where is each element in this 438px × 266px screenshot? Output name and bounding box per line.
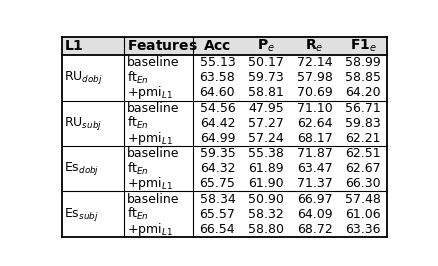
Text: ft$_{En}$: ft$_{En}$ <box>127 70 148 86</box>
Text: RU$_{subj}$: RU$_{subj}$ <box>64 115 102 132</box>
Text: +pmi$_{L1}$: +pmi$_{L1}$ <box>127 175 173 192</box>
Text: ft$_{En}$: ft$_{En}$ <box>127 206 148 222</box>
Text: 63.36: 63.36 <box>346 223 381 236</box>
Text: +pmi$_{L1}$: +pmi$_{L1}$ <box>127 85 173 101</box>
Text: 62.67: 62.67 <box>345 162 381 175</box>
Text: baseline: baseline <box>127 56 179 69</box>
Text: 61.89: 61.89 <box>248 162 284 175</box>
Text: 56.71: 56.71 <box>345 102 381 115</box>
Text: $\mathbf{L1}$: $\mathbf{L1}$ <box>64 39 84 53</box>
Text: 54.56: 54.56 <box>200 102 235 115</box>
Text: +pmi$_{L1}$: +pmi$_{L1}$ <box>127 221 173 238</box>
Text: $\mathbf{Acc}$: $\mathbf{Acc}$ <box>203 39 232 53</box>
Text: $\mathbf{R}_{e}$: $\mathbf{R}_{e}$ <box>305 38 324 54</box>
Text: 64.60: 64.60 <box>200 86 235 99</box>
Text: 64.20: 64.20 <box>345 86 381 99</box>
Text: 62.51: 62.51 <box>345 147 381 160</box>
Text: 62.21: 62.21 <box>346 132 381 145</box>
Text: 66.30: 66.30 <box>345 177 381 190</box>
Text: 59.73: 59.73 <box>248 71 284 84</box>
Text: 62.64: 62.64 <box>297 117 332 130</box>
Text: 50.17: 50.17 <box>248 56 284 69</box>
Text: 68.72: 68.72 <box>297 223 332 236</box>
Text: 58.32: 58.32 <box>248 208 284 221</box>
Text: 64.32: 64.32 <box>200 162 235 175</box>
Text: 64.09: 64.09 <box>297 208 332 221</box>
Text: 57.98: 57.98 <box>297 71 332 84</box>
Text: 68.17: 68.17 <box>297 132 332 145</box>
Text: 58.85: 58.85 <box>345 71 381 84</box>
Text: 55.13: 55.13 <box>200 56 235 69</box>
Text: 47.95: 47.95 <box>248 102 284 115</box>
Text: 66.54: 66.54 <box>200 223 235 236</box>
Text: 61.06: 61.06 <box>345 208 381 221</box>
Text: 72.14: 72.14 <box>297 56 332 69</box>
Text: 59.83: 59.83 <box>345 117 381 130</box>
Text: baseline: baseline <box>127 102 179 115</box>
Text: 64.42: 64.42 <box>200 117 235 130</box>
Text: 57.24: 57.24 <box>248 132 284 145</box>
Text: $\mathbf{Features}$: $\mathbf{Features}$ <box>127 39 198 53</box>
Text: 65.57: 65.57 <box>199 208 235 221</box>
Text: Es$_{dobj}$: Es$_{dobj}$ <box>64 160 100 177</box>
Text: +pmi$_{L1}$: +pmi$_{L1}$ <box>127 130 173 147</box>
Text: 57.48: 57.48 <box>345 193 381 206</box>
Text: 58.81: 58.81 <box>248 86 284 99</box>
Bar <box>61 37 387 55</box>
Text: 59.35: 59.35 <box>200 147 235 160</box>
Text: baseline: baseline <box>127 193 179 206</box>
Text: 58.99: 58.99 <box>345 56 381 69</box>
Text: $\mathbf{P}_{e}$: $\mathbf{P}_{e}$ <box>257 38 275 54</box>
Text: 71.87: 71.87 <box>297 147 332 160</box>
Text: 58.34: 58.34 <box>200 193 235 206</box>
Text: 58.80: 58.80 <box>248 223 284 236</box>
Text: 71.37: 71.37 <box>297 177 332 190</box>
Text: 70.69: 70.69 <box>297 86 332 99</box>
Text: 66.97: 66.97 <box>297 193 332 206</box>
Text: 63.47: 63.47 <box>297 162 332 175</box>
Text: baseline: baseline <box>127 147 179 160</box>
Text: 65.75: 65.75 <box>199 177 235 190</box>
Text: 63.58: 63.58 <box>200 71 235 84</box>
Text: 57.27: 57.27 <box>248 117 284 130</box>
Text: 50.90: 50.90 <box>248 193 284 206</box>
Text: ft$_{En}$: ft$_{En}$ <box>127 161 148 177</box>
Text: 55.38: 55.38 <box>248 147 284 160</box>
Text: 64.99: 64.99 <box>200 132 235 145</box>
Text: RU$_{dobj}$: RU$_{dobj}$ <box>64 69 103 86</box>
Text: ft$_{En}$: ft$_{En}$ <box>127 115 148 131</box>
Text: 71.10: 71.10 <box>297 102 332 115</box>
Text: 61.90: 61.90 <box>248 177 284 190</box>
Text: $\mathbf{F1}_{e}$: $\mathbf{F1}_{e}$ <box>350 38 377 54</box>
Text: Es$_{subj}$: Es$_{subj}$ <box>64 206 99 223</box>
